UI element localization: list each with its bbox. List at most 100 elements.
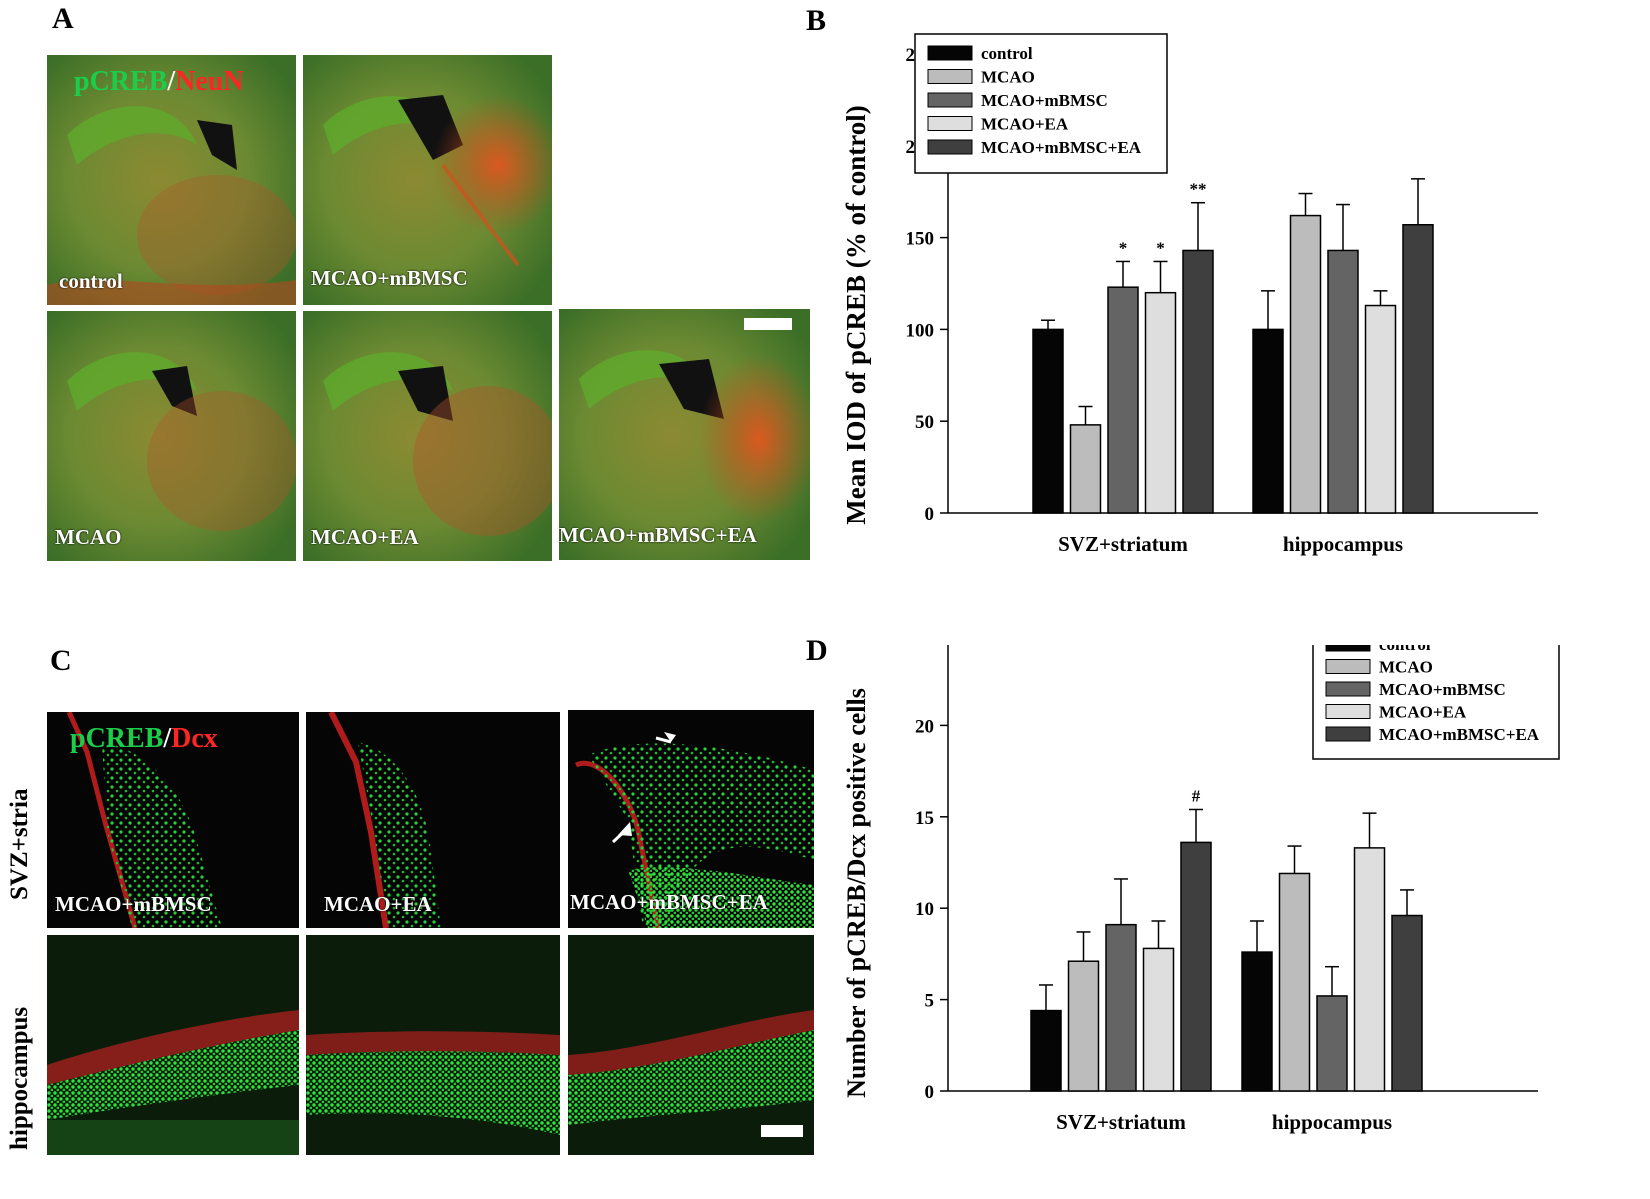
micrograph-a-mcao-mbmsc-ea: MCAO+mBMSC+EA: [559, 309, 810, 560]
micrograph-c-hippo-mcao-mbmsc: [47, 935, 299, 1155]
stain-green-label: pCREB: [74, 66, 168, 97]
svz-image: [574, 732, 814, 928]
significance-mark: #: [1192, 786, 1201, 805]
legend-swatch: [927, 45, 973, 61]
legend-swatch: [1325, 681, 1371, 697]
legend-label: MCAO+EA: [981, 115, 1069, 134]
hippocampus-image: [306, 935, 560, 1155]
y-tick-label: 150: [906, 229, 935, 250]
legend-swatch: [927, 116, 973, 131]
hippocampus-image: [47, 935, 299, 1155]
legend: control MCAO MCAO+mBMSC MCAO+EA MCAO+mBMSC+E…: [1312, 645, 1560, 760]
y-axis-title-group: Number of pCREB/Dcx positive cells: [842, 688, 871, 1098]
scale-bar: [744, 318, 792, 330]
x-category-label: hippocampus: [1272, 1110, 1392, 1134]
bar: [1182, 249, 1214, 514]
legend-swatch: [1325, 659, 1371, 674]
tile-label: MCAO+EA: [311, 525, 419, 549]
y-tick-label: 0: [925, 504, 935, 525]
legend-swatch: [1325, 726, 1371, 742]
micrograph-c-svz-mcao-mbmsc-ea: MCAO+mBMSC+EA: [568, 710, 814, 928]
legend-label: control: [981, 44, 1033, 63]
bar: [1069, 424, 1102, 514]
legend-swatch: [927, 92, 973, 108]
bar: [1032, 328, 1064, 514]
svz-image: [66, 712, 222, 928]
brain-section-image: [303, 55, 552, 305]
plot-area: 0 5 10 15 20 25 # SVZ+striatum hippocampus: [915, 645, 1538, 1134]
legend-label: MCAO+mBMSC: [981, 91, 1108, 110]
bar: [1353, 847, 1386, 1092]
micrograph-a-mcao-mbmsc: MCAO+mBMSC: [303, 55, 552, 305]
brain-section-image: [303, 311, 552, 561]
legend-label: MCAO: [981, 68, 1035, 87]
bar: [1067, 960, 1100, 1092]
bar: [1316, 995, 1348, 1092]
bar: [1289, 214, 1322, 514]
significance-mark: *: [1119, 238, 1128, 257]
bar: [1402, 223, 1434, 514]
micrograph-c-hippo-mcao-mbmsc-ea: [568, 935, 814, 1155]
x-category-label: hippocampus: [1283, 532, 1403, 556]
bar: [1327, 249, 1359, 514]
bar: [1364, 304, 1397, 514]
legend-label: MCAO+EA: [1379, 703, 1467, 722]
stain-green-label: pCREB: [70, 723, 164, 754]
panel-label-d: D: [806, 634, 828, 667]
panel-d-bar-chart: Number of pCREB/Dcx positive cells 0 5 10 1…: [842, 645, 1560, 1134]
y-tick-label: 50: [915, 412, 934, 433]
micrograph-c-hippo-mcao-ea: [306, 935, 560, 1155]
svz-image: [328, 712, 441, 928]
micrograph-a-mcao: MCAO: [47, 311, 296, 561]
y-tick-label: 100: [906, 320, 935, 341]
bar: [1142, 947, 1175, 1092]
y-tick-label: 0: [925, 1082, 935, 1103]
y-tick-label: 10: [915, 899, 934, 920]
bar: [1030, 1009, 1062, 1092]
bar: [1107, 286, 1139, 514]
stain-red-label: NeuN: [175, 66, 244, 97]
bar: [1105, 923, 1137, 1092]
tile-label: MCAO+mBMSC+EA: [559, 523, 757, 547]
legend-swatch: [927, 69, 973, 84]
micrograph-a-control: control: [47, 55, 296, 305]
brain-section-image: [47, 55, 296, 305]
row-label-hippocampus: hippocampus: [6, 1006, 33, 1150]
tile-label: control: [59, 269, 123, 293]
legend: control MCAO MCAO+mBMSC MCAO+EA MCAO+mBMSC+E…: [914, 33, 1168, 174]
y-axis-title-group: Mean IOD of pCREB (% of control): [841, 105, 871, 524]
tile-label: MCAO: [55, 525, 122, 549]
legend-swatch: [1325, 704, 1371, 719]
brain-section-image: [47, 311, 296, 561]
legend-label: MCAO: [1379, 658, 1433, 677]
bar: [1241, 951, 1273, 1092]
stain-slash: /: [163, 723, 172, 754]
y-tick-label: 25: [915, 645, 934, 646]
bar: [1144, 291, 1177, 514]
x-category-label: SVZ+striatum: [1058, 532, 1188, 556]
tile-label: MCAO+mBMSC: [311, 266, 468, 290]
plot-area: 050100150200250****SVZ+striatumhippocamp…: [906, 45, 1538, 556]
micrograph-c-svz-mcao-ea: MCAO+EA: [306, 712, 560, 928]
brain-section-image: [559, 309, 810, 560]
micrograph-a-mcao-ea: MCAO+EA: [303, 311, 552, 561]
panel-label-b: B: [806, 4, 827, 37]
tile-label: MCAO+EA: [324, 892, 432, 916]
bar: [1391, 914, 1423, 1092]
y-tick-label: 5: [925, 991, 935, 1012]
panel-b-bar-chart: Mean IOD of pCREB (% of control) 0 50 100 1…: [841, 33, 1538, 556]
y-axis-title: Mean IOD of pCREB (% of control): [841, 105, 871, 524]
tile-label: MCAO+mBMSC: [55, 892, 212, 916]
bar: [1180, 841, 1212, 1092]
y-axis-title: Number of pCREB/Dcx positive cells: [842, 688, 871, 1098]
panel-label-c: C: [50, 644, 72, 677]
legend-label: control: [1379, 645, 1431, 654]
significance-mark: *: [1156, 238, 1165, 257]
legend-swatch: [1325, 645, 1371, 652]
bar: [1278, 872, 1311, 1092]
bar: [1252, 328, 1284, 514]
stain-slash: /: [167, 66, 176, 97]
legend-label: MCAO+mBMSC+EA: [1379, 725, 1540, 744]
panel-label-a: A: [52, 2, 74, 35]
stain-title-a: pCREB/NeuN: [74, 66, 244, 98]
